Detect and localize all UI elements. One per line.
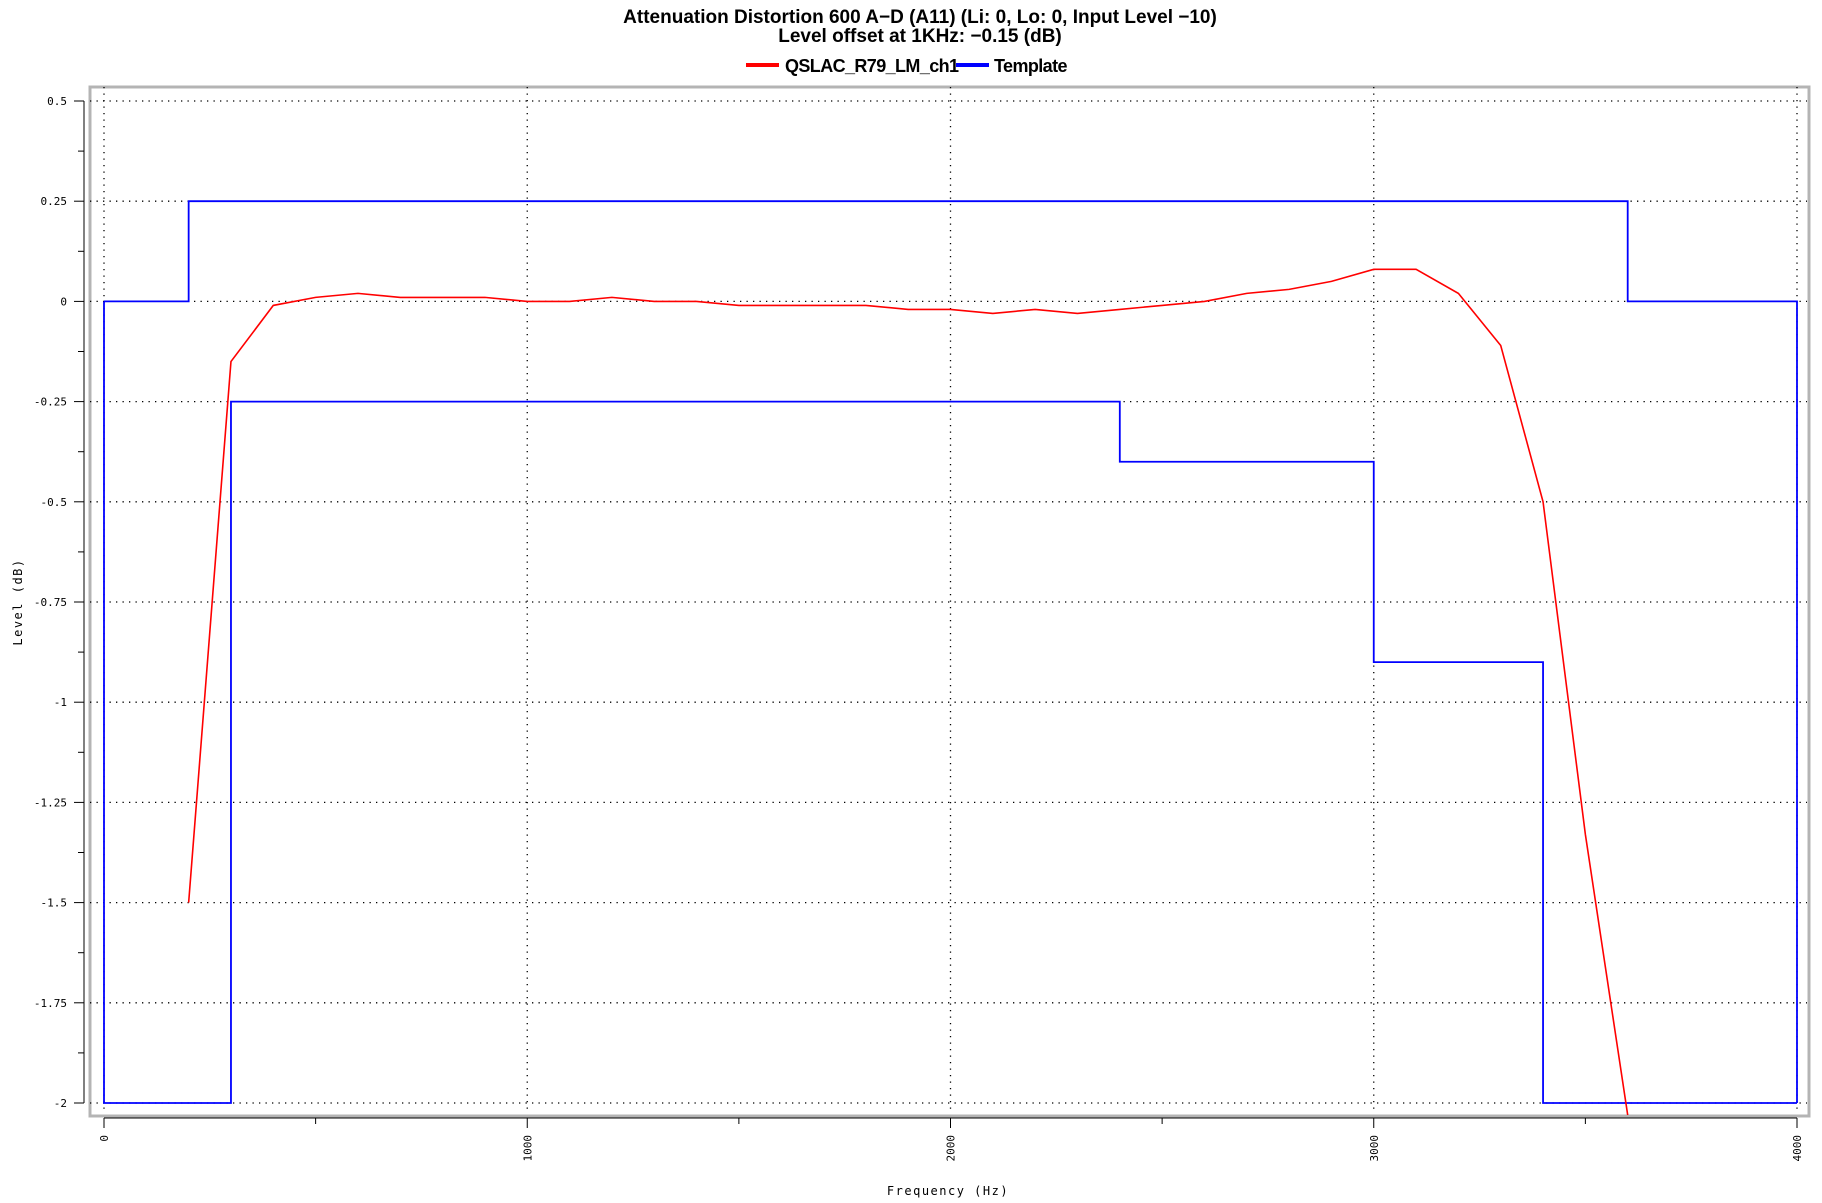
template-line: [103, 301, 1797, 1104]
y-tick-label: -0.75: [34, 596, 67, 609]
x-tick-label: 4000: [1791, 1135, 1804, 1162]
x-tick-label: 1000: [521, 1135, 534, 1162]
qslac-line: [187, 268, 1629, 1116]
grid-layer: [90, 87, 1807, 1113]
plot-frame: [88, 85, 1811, 1118]
y-tick-label: -0.25: [34, 396, 67, 409]
template-line: [104, 200, 1798, 1103]
y-tick-label: -1.75: [34, 997, 67, 1010]
x-tick-label: 0: [98, 1135, 111, 1142]
y-axis-label: Level (dB): [11, 558, 25, 645]
y-tick-label: -2: [54, 1097, 67, 1110]
x-tick-label: 3000: [1368, 1135, 1381, 1162]
series-layer: [103, 200, 1798, 1116]
y-tick-label: -0.5: [41, 496, 68, 509]
chart-subtitle: Level offset at 1KHz: −0.15 (dB): [778, 26, 1062, 47]
chart-title: Attenuation Distortion 600 A−D (A11) (Li…: [623, 7, 1217, 28]
legend: QSLAC_R79_LM_ch1 Template: [746, 56, 1068, 76]
x-axis-label: Frequency (Hz): [887, 1184, 1009, 1198]
y-tick-label: -1: [54, 696, 67, 709]
x-tick-label: 2000: [945, 1135, 958, 1162]
y-tick-label: -1.25: [34, 796, 67, 809]
legend-label-qslac: QSLAC_R79_LM_ch1: [785, 56, 959, 76]
legend-label-template: Template: [994, 56, 1067, 76]
y-tick-label: 0.5: [47, 95, 67, 108]
y-tick-label: 0: [60, 295, 67, 308]
y-tick-label: 0.25: [41, 195, 68, 208]
y-tick-label: -1.5: [41, 897, 68, 910]
axes-layer: 0.5 0.25 0 -0.25 -0.5 -0.75 -1 -1.25 -1.5 -1.75 -2…: [34, 95, 1804, 1162]
